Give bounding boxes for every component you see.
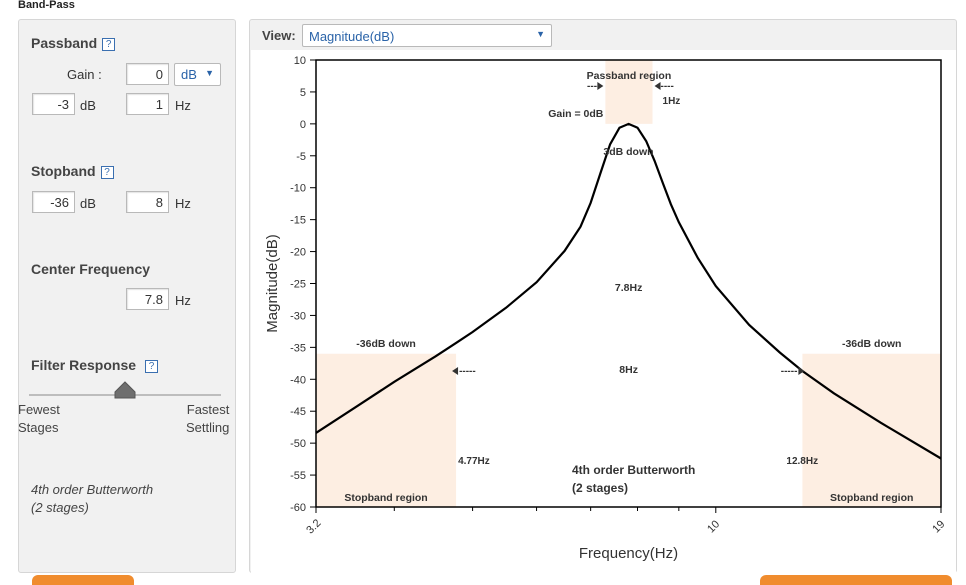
- y-tick-label: -40: [290, 374, 306, 386]
- passband-right-dashes: ----: [661, 81, 674, 92]
- right-stop-frequency-label: 12.8Hz: [786, 456, 818, 467]
- filter-response-title: Filter Response?: [31, 357, 159, 373]
- bottom-left-button[interactable]: [32, 575, 134, 585]
- magnitude-chart: 10 5 0 -5 -10 -15 -20 -25 -30 -35 -40 -45 -50 -55 -60 3…: [251, 50, 956, 573]
- gain-unit-value: dB: [181, 67, 197, 82]
- passband-left-arrow-icon: [597, 82, 604, 90]
- stopband-title-label: Stopband: [31, 163, 96, 179]
- right-stopband-region-label: Stopband region: [830, 492, 913, 504]
- magnitude-curve: [315, 122, 942, 460]
- stopband-help-icon[interactable]: ?: [100, 166, 114, 179]
- stopband-attenuation-input[interactable]: -36: [32, 191, 75, 213]
- center-frequency-title: Center Frequency: [31, 261, 151, 277]
- stopband-frequency-input[interactable]: 8: [126, 191, 169, 213]
- x-tick-label: 10: [705, 518, 722, 535]
- left-stopband-region-label: Stopband region: [344, 492, 427, 504]
- y-tick-label: -5: [296, 151, 306, 163]
- passband-right-arrow-icon: [654, 82, 661, 90]
- passband-left-dashes: ----: [587, 81, 600, 92]
- right-stop-dashes: -----: [781, 366, 798, 377]
- gain-annotation: Gain = 0dB: [548, 108, 604, 120]
- center-frequency-label: 7.8Hz: [615, 282, 642, 294]
- view-select[interactable]: Magnitude(dB) ▼: [302, 24, 552, 47]
- y-tick-label: 10: [294, 55, 306, 67]
- filter-response-summary-line1: 4th order Butterworth: [31, 482, 154, 497]
- y-tick-label: -10: [290, 183, 306, 195]
- y-tick-label: -50: [290, 438, 306, 450]
- y-tick-label: -30: [290, 310, 306, 322]
- x-tick-label: 19: [930, 518, 947, 535]
- slider-right-label-line2: Settling: [186, 420, 230, 435]
- passband-region-0: [605, 60, 653, 124]
- right-stop-arrow-icon: [798, 367, 805, 375]
- stop-width-label: 8Hz: [619, 364, 638, 376]
- stopband-title: Stopband?: [31, 163, 114, 179]
- slider-right-label-line1: Fastest: [186, 402, 230, 417]
- passband-attenuation-unit: dB: [80, 98, 96, 113]
- passband-attenuation-input[interactable]: -3: [32, 93, 75, 115]
- stopband-frequency-unit: Hz: [175, 196, 191, 211]
- filter-settings-panel: Passband? Gain : 0 dB ▼ -3 dB 1 Hz Stopb…: [18, 19, 236, 573]
- passband-width-label: 1Hz: [663, 96, 681, 107]
- passband-title: Passband?: [31, 35, 116, 51]
- left-stop-arrow-icon: [452, 367, 459, 375]
- three-db-down-label: 3dB down: [603, 146, 653, 158]
- y-tick-label: -35: [290, 342, 306, 354]
- stopband-attenuation-unit: dB: [80, 196, 96, 211]
- filter-order-label-line2: (2 stages): [572, 481, 628, 495]
- view-label: View:: [262, 28, 296, 43]
- left-stop-frequency-label: 4.77Hz: [458, 456, 490, 467]
- passband-frequency-unit: Hz: [175, 98, 191, 113]
- filter-response-help-icon[interactable]: ?: [145, 360, 159, 373]
- stopband-region-1: [316, 353, 457, 507]
- slider-right-label: Fastest Settling: [186, 401, 229, 437]
- y-tick-label: -20: [290, 247, 306, 259]
- left-stop-dashes: -----: [459, 366, 476, 377]
- passband-title-label: Passband: [31, 35, 98, 51]
- y-axis-label: Magnitude(dB): [264, 234, 281, 332]
- page-heading: Band-Pass: [18, 0, 75, 11]
- filter-order-label-line1: 4th order Butterworth: [572, 463, 695, 477]
- passband-frequency-input[interactable]: 1: [126, 93, 169, 115]
- chart-panel: View: Magnitude(dB) ▼ 10 5 0 -5 -10 -15 -20 -25…: [249, 19, 957, 573]
- filter-response-summary: 4th order Butterworth (2 stages): [31, 481, 153, 517]
- bottom-right-button[interactable]: [760, 575, 952, 585]
- center-frequency-unit: Hz: [175, 293, 191, 308]
- stopband-region-2: [802, 353, 941, 507]
- magnitude-chart-svg: 10 5 0 -5 -10 -15 -20 -25 -30 -35 -40 -45 -50 -55 -60 3…: [264, 55, 947, 562]
- slider-left-label-line1: Fewest: [18, 402, 60, 417]
- right-stop-down-label: -36dB down: [842, 338, 902, 350]
- y-tick-label: -25: [290, 279, 306, 291]
- y-tick-label: -55: [290, 470, 306, 482]
- gain-unit-select[interactable]: dB ▼: [174, 63, 221, 86]
- chevron-down-icon: ▼: [205, 68, 214, 78]
- filter-response-title-label: Filter Response: [31, 357, 137, 373]
- view-select-value: Magnitude(dB): [309, 29, 395, 44]
- slider-left-label: Fewest Stages: [18, 401, 60, 437]
- chevron-down-icon: ▼: [536, 29, 545, 39]
- y-tick-label: 0: [300, 119, 306, 131]
- center-frequency-input[interactable]: 7.8: [126, 288, 169, 310]
- left-stop-down-label: -36dB down: [356, 338, 416, 350]
- x-tick-label: 3.2: [304, 517, 323, 536]
- slider-left-label-line2: Stages: [18, 420, 59, 435]
- passband-help-icon[interactable]: ?: [102, 38, 116, 51]
- y-tick-label: -15: [290, 215, 306, 227]
- filter-response-slider-thumb[interactable]: [113, 381, 137, 399]
- y-tick-label: -45: [290, 406, 306, 418]
- passband-region-label: Passband region: [587, 70, 672, 82]
- y-tick-label: -60: [290, 502, 306, 514]
- gain-label: Gain :: [67, 67, 102, 82]
- y-tick-label: 5: [300, 87, 306, 99]
- plot-frame: [315, 59, 942, 508]
- filter-response-summary-line2: (2 stages): [31, 500, 89, 515]
- x-axis-label: Frequency(Hz): [579, 545, 678, 562]
- passband-gain-input[interactable]: 0: [126, 63, 169, 85]
